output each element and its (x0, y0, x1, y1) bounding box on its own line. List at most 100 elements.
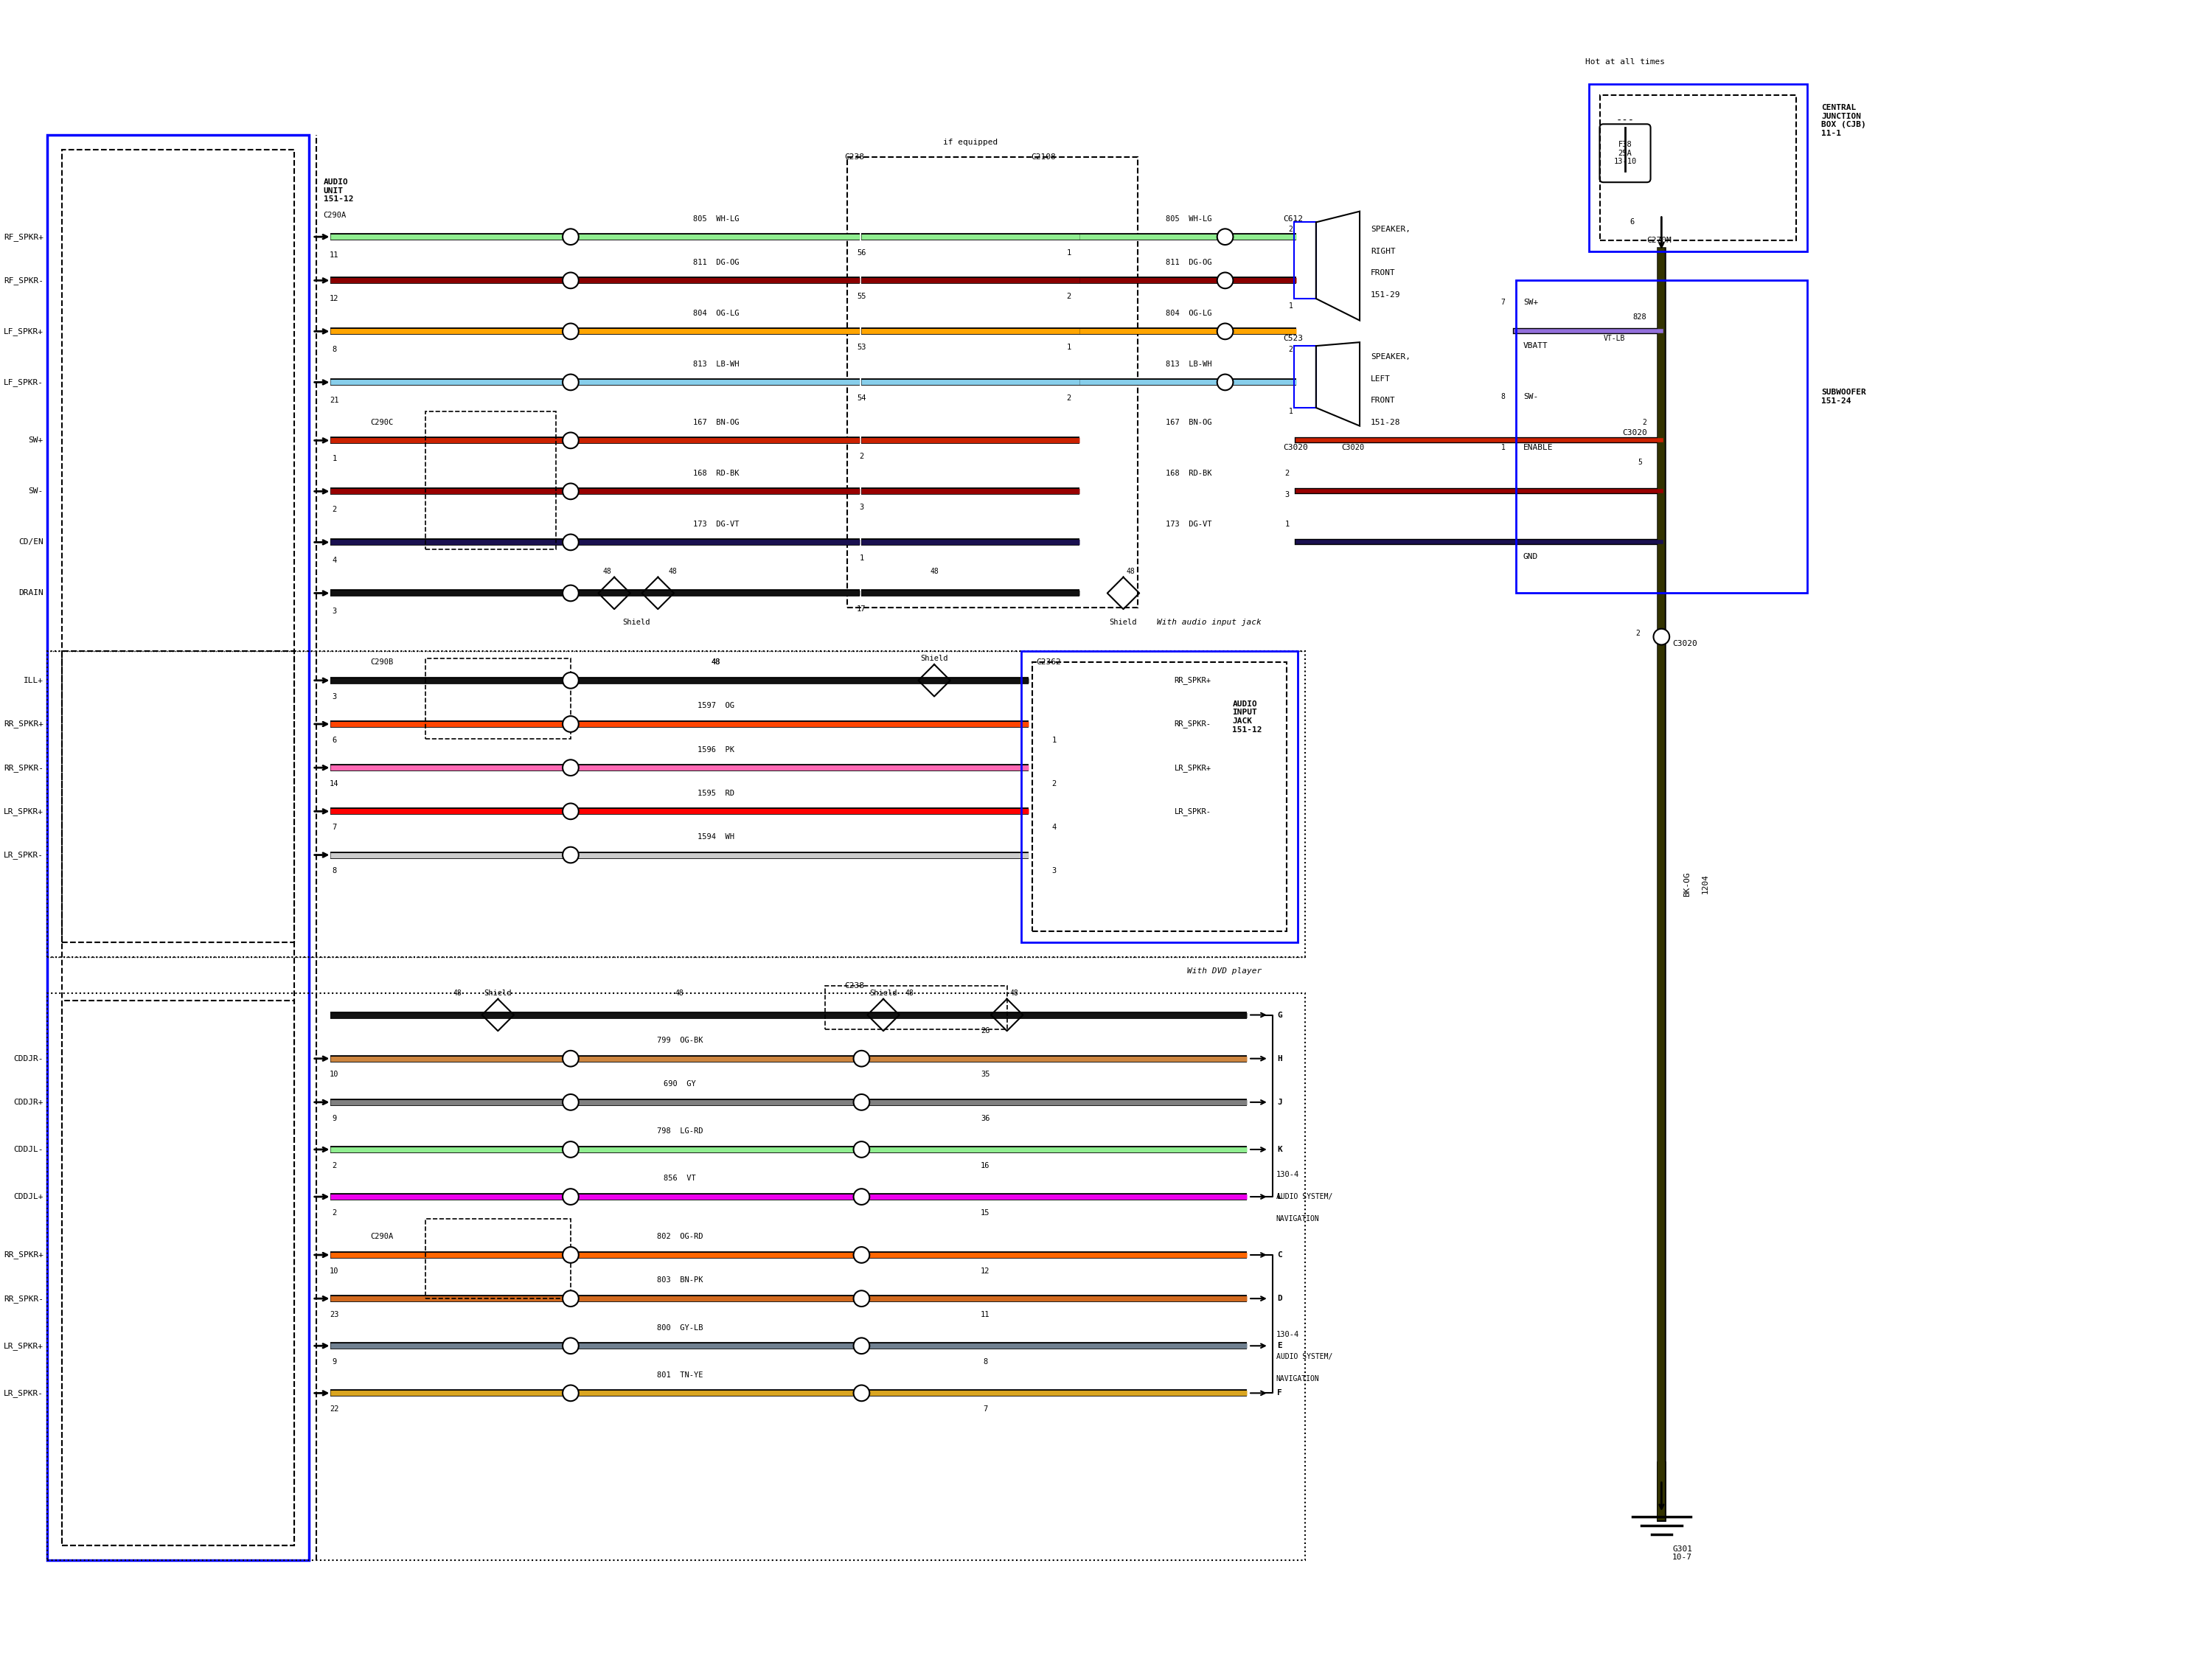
Circle shape (562, 324, 580, 340)
Text: Shield: Shield (869, 989, 898, 997)
Text: 2: 2 (332, 506, 336, 513)
Circle shape (562, 1337, 580, 1354)
Text: D: D (1276, 1296, 1283, 1302)
Text: NAVIGATION: NAVIGATION (1276, 1375, 1318, 1382)
Text: C3020: C3020 (1621, 430, 1648, 436)
Text: LEFT: LEFT (1371, 375, 1391, 382)
Text: 1: 1 (1285, 521, 1290, 528)
Circle shape (562, 848, 580, 863)
Text: 8: 8 (332, 868, 336, 874)
Text: 813  LB-WH: 813 LB-WH (1166, 360, 1212, 368)
Text: 35: 35 (980, 1072, 989, 1078)
Text: 8: 8 (332, 345, 336, 353)
Text: 9: 9 (332, 1115, 336, 1121)
Text: 3: 3 (332, 693, 336, 700)
Text: 811  DG-OG: 811 DG-OG (1166, 259, 1212, 265)
Bar (46, 134, 310, 1561)
Circle shape (562, 534, 580, 551)
Text: if equipped: if equipped (942, 139, 998, 146)
Text: F38
25A
13-10: F38 25A 13-10 (1613, 141, 1637, 166)
Text: 828: 828 (1632, 314, 1648, 320)
Text: 4: 4 (1053, 823, 1057, 831)
Text: SW-: SW- (1524, 393, 1537, 400)
Text: LF_SPKR-: LF_SPKR- (4, 378, 44, 387)
Text: 2: 2 (332, 1209, 336, 1216)
Text: RR_SPKR+: RR_SPKR+ (1175, 677, 1212, 685)
Text: 803  BN-PK: 803 BN-PK (657, 1277, 703, 1284)
Circle shape (854, 1291, 869, 1307)
Bar (46, 994, 1305, 1561)
Text: C523: C523 (1283, 335, 1303, 342)
Text: 1: 1 (1053, 737, 1057, 743)
Circle shape (562, 1050, 580, 1067)
Bar (1515, 280, 1807, 594)
Text: 5: 5 (1637, 458, 1641, 466)
Circle shape (854, 1050, 869, 1067)
Bar (1588, 85, 1807, 252)
Text: VBATT: VBATT (1524, 342, 1548, 350)
Text: 1204: 1204 (1701, 874, 1710, 894)
Text: RR_SPKR+: RR_SPKR+ (4, 720, 44, 728)
Text: CDDJR-: CDDJR- (13, 1055, 44, 1062)
Text: Hot at all times: Hot at all times (1586, 58, 1666, 66)
Text: With audio input jack: With audio input jack (1157, 619, 1261, 625)
Circle shape (562, 1190, 580, 1204)
Text: C290A: C290A (323, 211, 347, 219)
Text: J: J (1276, 1098, 1283, 1107)
Text: RF_SPKR-: RF_SPKR- (4, 277, 44, 284)
Text: 151-29: 151-29 (1371, 292, 1400, 299)
Text: SW-: SW- (29, 488, 44, 494)
Text: 1594  WH: 1594 WH (697, 833, 734, 841)
Text: 802  OG-RD: 802 OG-RD (657, 1233, 703, 1241)
Text: AUDIO
INPUT
JACK
151-12: AUDIO INPUT JACK 151-12 (1232, 700, 1263, 733)
Text: 10: 10 (330, 1267, 338, 1274)
Text: 8: 8 (1500, 393, 1504, 400)
Text: 26: 26 (980, 1027, 989, 1035)
Text: 167  BN-OG: 167 BN-OG (1166, 418, 1212, 426)
Text: 14: 14 (330, 780, 338, 788)
Text: RIGHT: RIGHT (1371, 247, 1396, 255)
Text: 6: 6 (1630, 219, 1635, 226)
Text: 811  DG-OG: 811 DG-OG (692, 259, 739, 265)
Text: C2362: C2362 (1035, 659, 1062, 665)
Circle shape (562, 229, 580, 246)
Circle shape (562, 586, 580, 601)
Text: 2: 2 (1635, 629, 1639, 637)
Text: Shield: Shield (622, 619, 650, 625)
Text: L: L (1276, 1193, 1283, 1201)
Circle shape (562, 717, 580, 732)
Text: 798  LG-RD: 798 LG-RD (657, 1128, 703, 1135)
Text: G301
10-7: G301 10-7 (1672, 1545, 1692, 1561)
Text: 805  WH-LG: 805 WH-LG (692, 216, 739, 222)
Text: 173  DG-VT: 173 DG-VT (692, 521, 739, 528)
Text: 21: 21 (330, 397, 338, 405)
Text: G: G (1276, 1012, 1283, 1019)
Text: 130-4: 130-4 (1276, 1171, 1298, 1178)
Text: LR_SPKR-: LR_SPKR- (4, 1389, 44, 1397)
Text: FRONT: FRONT (1371, 397, 1396, 405)
Bar (1294, 222, 1316, 299)
Bar (425, 411, 555, 549)
Text: LF_SPKR+: LF_SPKR+ (4, 327, 44, 335)
Text: 1: 1 (1500, 445, 1504, 451)
Text: H: H (1276, 1055, 1283, 1062)
Text: C612: C612 (1283, 216, 1303, 222)
Text: 801  TN-YE: 801 TN-YE (657, 1372, 703, 1379)
Text: 1: 1 (1066, 343, 1071, 352)
Circle shape (854, 1190, 869, 1204)
Text: 2: 2 (1644, 418, 1648, 426)
Text: F: F (1276, 1389, 1283, 1397)
Text: CDDJL-: CDDJL- (13, 1146, 44, 1153)
Text: LR_SPKR+: LR_SPKR+ (1175, 763, 1212, 771)
Text: AUDIO SYSTEM/: AUDIO SYSTEM/ (1276, 1354, 1332, 1360)
Text: 11: 11 (330, 251, 338, 259)
Bar (425, 1219, 571, 1299)
Text: SPEAKER,: SPEAKER, (1371, 226, 1411, 234)
Text: C238: C238 (845, 153, 865, 161)
Text: C290A: C290A (369, 1233, 394, 1241)
Circle shape (562, 1385, 580, 1402)
Circle shape (854, 1095, 869, 1110)
Circle shape (562, 803, 580, 820)
Text: 804  OG-LG: 804 OG-LG (1166, 310, 1212, 317)
Text: K: K (1276, 1146, 1283, 1153)
